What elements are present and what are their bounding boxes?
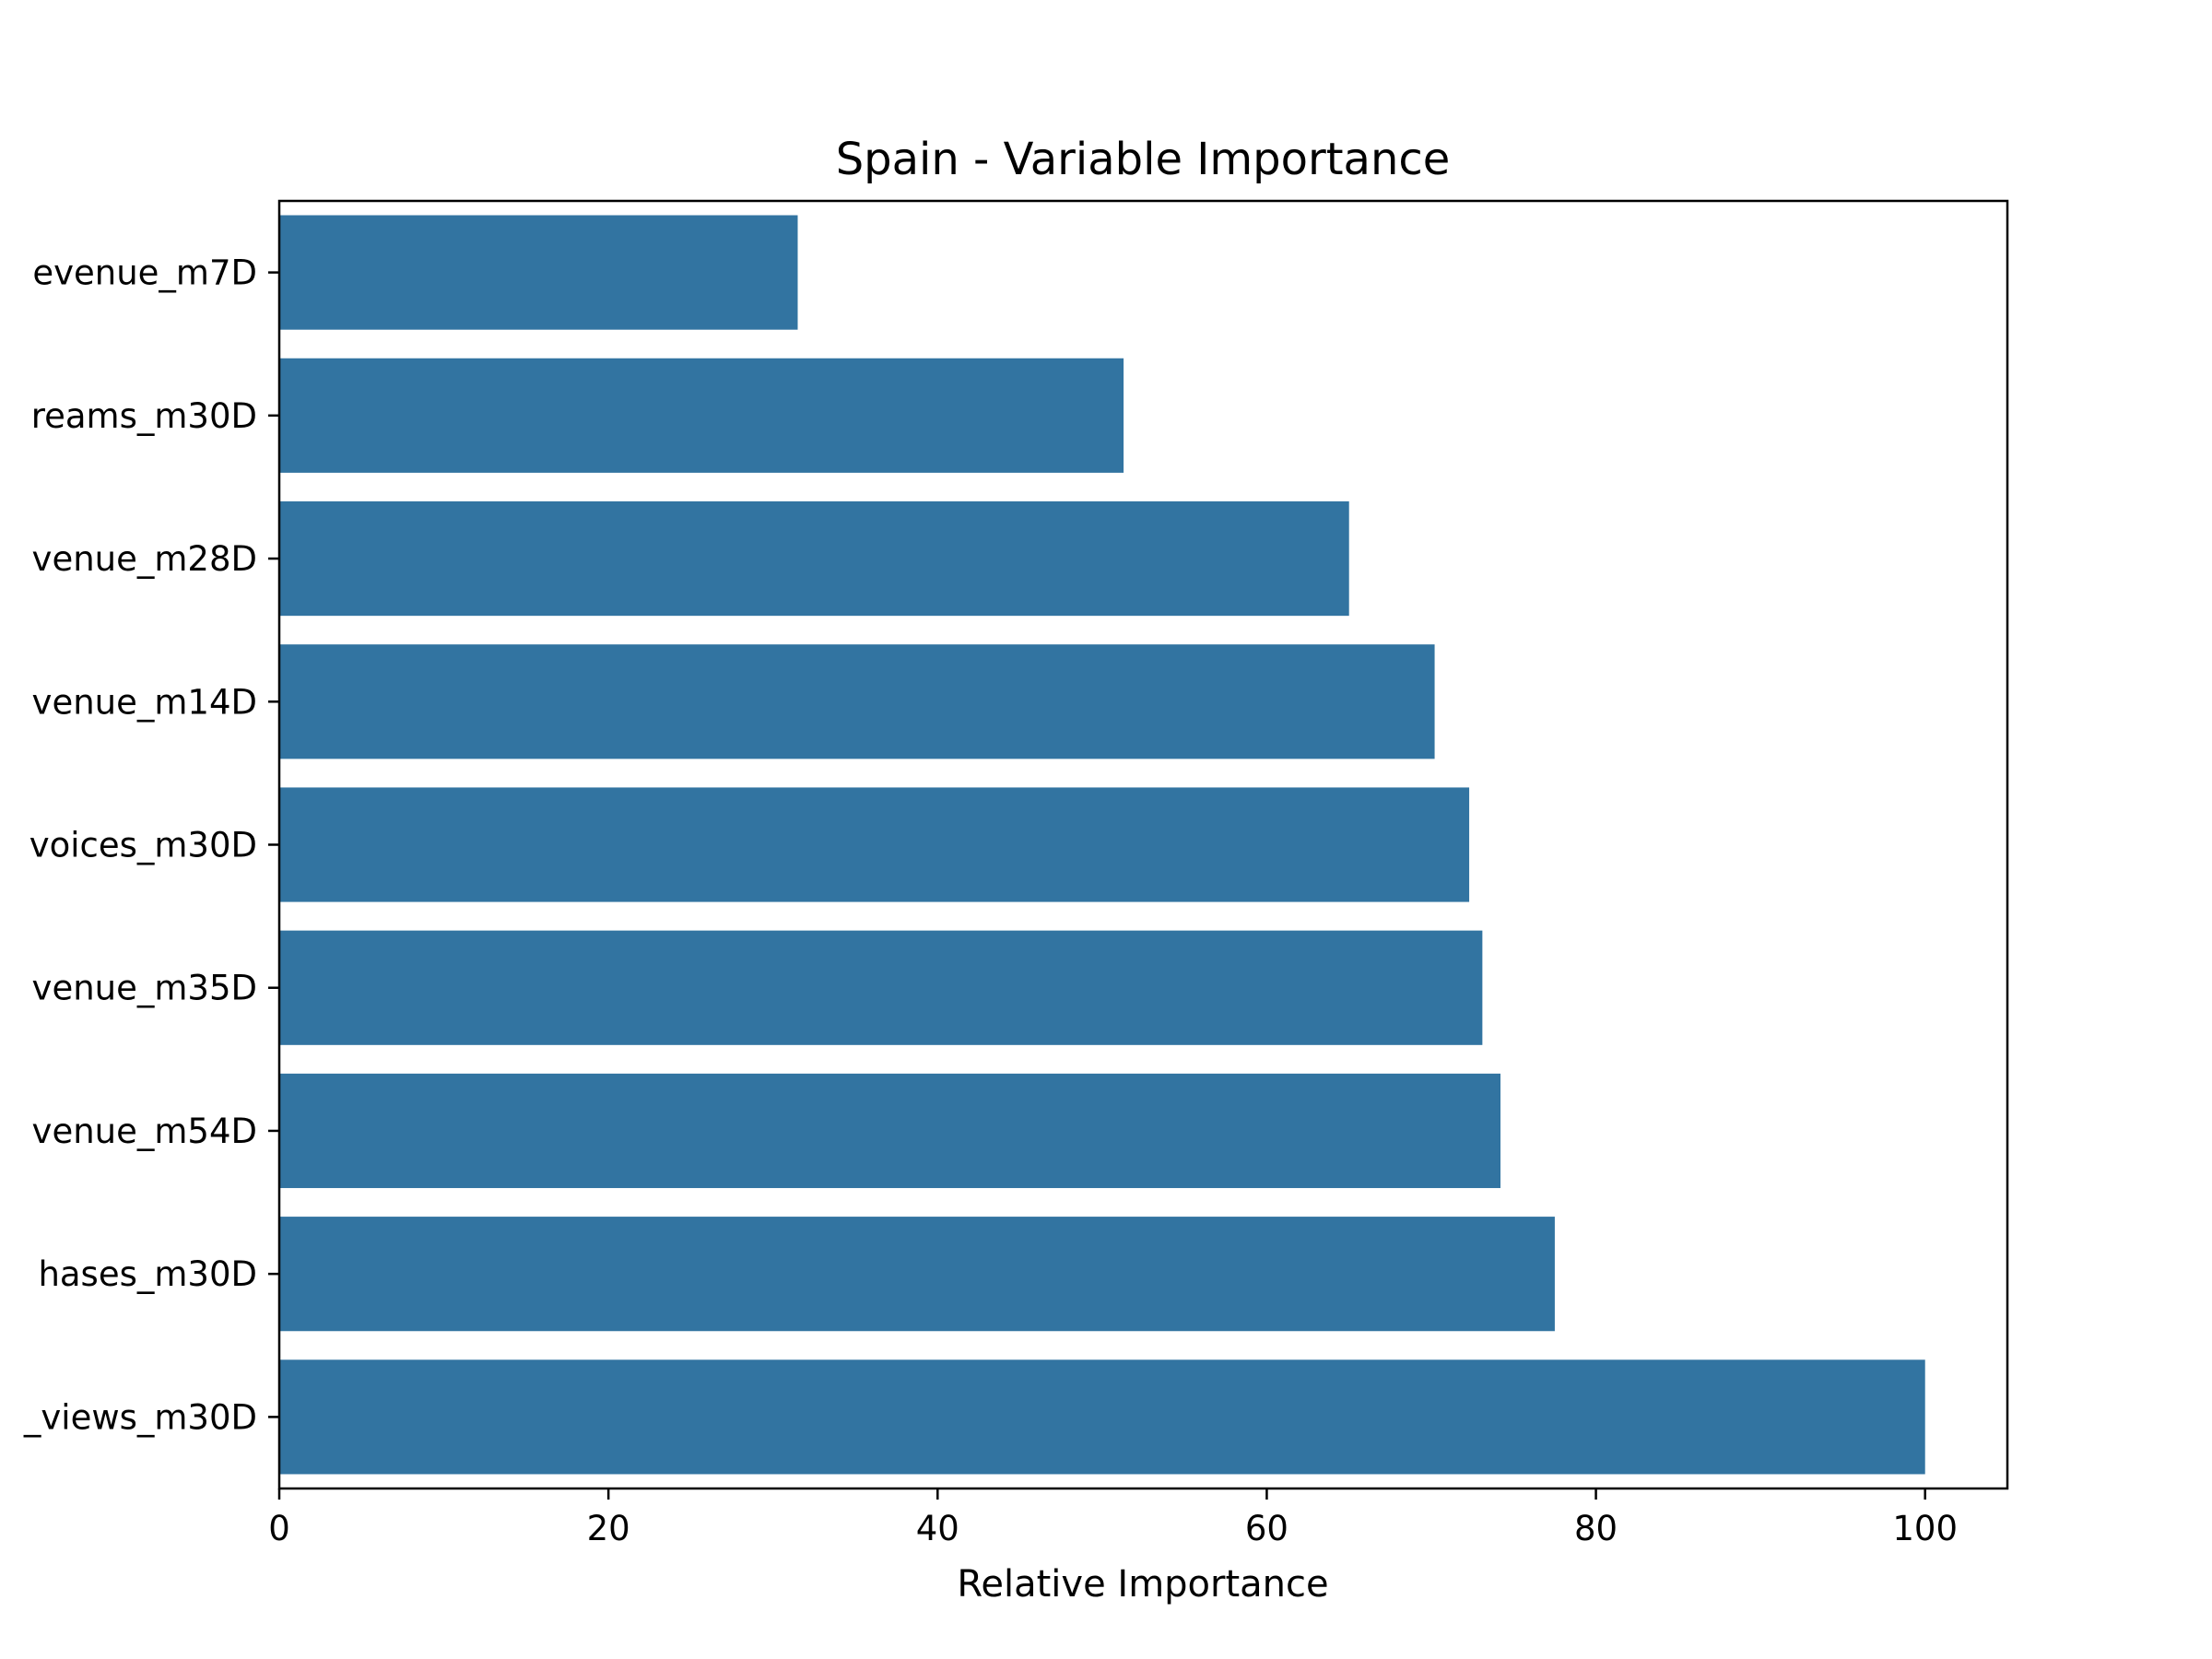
y-tick-label-2: venue_m28D [32, 539, 257, 579]
bar-6 [279, 1073, 1500, 1189]
bar-4 [279, 787, 1470, 902]
x-tick-label-3: 60 [1245, 1509, 1288, 1548]
bar-2 [279, 500, 1349, 617]
x-tick-label-5: 100 [1892, 1509, 1958, 1548]
bar-3 [279, 644, 1435, 759]
y-tick-label-7: hases_m30D [38, 1254, 257, 1294]
bars-group [279, 215, 1925, 1475]
y-tick-label-5: venue_m35D [32, 969, 257, 1008]
bar-1 [279, 358, 1124, 473]
plot-frame [277, 199, 2009, 1490]
y-tick-label-8: _views_m30D [23, 1397, 257, 1437]
bar-7 [279, 1217, 1555, 1332]
bar-0 [279, 215, 798, 330]
chart-title: Spain - Variable Importance [836, 134, 1451, 185]
y-tick-label-4: voices_m30D [29, 826, 257, 865]
bar-5 [279, 930, 1483, 1045]
x-ticks: 0 20 40 60 80 100 [268, 1488, 1958, 1548]
y-tick-label-1: reams_m30D [31, 396, 257, 436]
x-tick-label-4: 80 [1574, 1509, 1618, 1548]
y-tick-labels: evenue_m7D reams_m30D venue_m28D venue_m14D… [23, 253, 279, 1437]
bar-8 [279, 1359, 1925, 1475]
x-tick-label-0: 0 [268, 1509, 290, 1548]
y-tick-label-0: evenue_m7D [32, 253, 257, 293]
x-tick-label-2: 40 [916, 1509, 959, 1548]
x-tick-label-1: 20 [587, 1509, 630, 1548]
y-tick-label-6: venue_m54D [32, 1112, 257, 1151]
y-tick-label-3: venue_m14D [32, 682, 257, 722]
x-axis-label: Relative Importance [957, 1563, 1328, 1606]
